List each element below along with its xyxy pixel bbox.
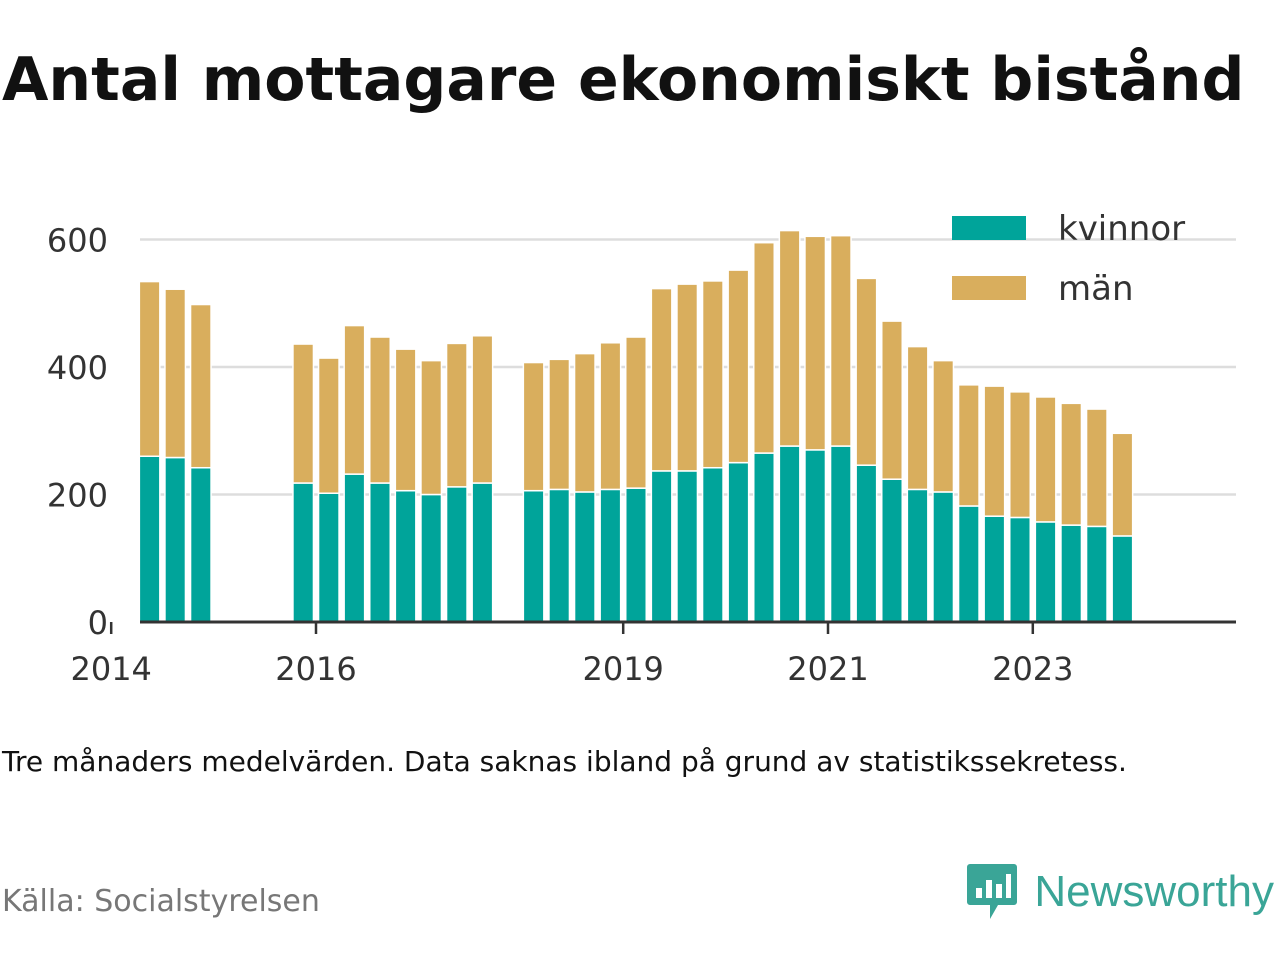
y-tick-label: 0 xyxy=(88,604,108,642)
bar-man-2022-04 xyxy=(957,384,980,507)
bar-man-2018-07 xyxy=(573,352,596,493)
y-tick-label: 200 xyxy=(47,477,108,515)
bar-man-2018-01 xyxy=(522,361,545,492)
source-label: Källa: Socialstyrelsen xyxy=(2,884,320,919)
bar-kvinnor-2019-07 xyxy=(676,470,699,623)
bar-kvinnor-2019-01 xyxy=(625,487,647,623)
bar-kvinnor-2022-10 xyxy=(1009,516,1031,623)
bar-man-2021-04 xyxy=(855,277,878,466)
bar-man-2015-10 xyxy=(292,343,315,484)
bar-man-2023-01 xyxy=(1034,396,1057,523)
bar-kvinnor-2022-01 xyxy=(932,491,955,623)
bar-kvinnor-2014-10 xyxy=(189,466,212,623)
stacked-bar-chart: 0 200 400 600 2014 2016 2019 2021 2023 kvinnor m… xyxy=(47,209,1236,688)
bar-man-2020-10 xyxy=(804,235,827,451)
bar-kvinnor-2017-01 xyxy=(420,493,443,623)
bar-man-2023-07 xyxy=(1085,408,1108,528)
bar-kvinnor-2018-07 xyxy=(573,491,596,623)
bar-kvinnor-2018-01 xyxy=(522,489,545,623)
bar-kvinnor-2021-01 xyxy=(829,445,852,623)
bar-man-2021-07 xyxy=(881,320,903,480)
bar-man-2022-01 xyxy=(932,359,955,493)
x-tick-label: 2019 xyxy=(582,650,663,688)
bar-man-2016-07 xyxy=(369,336,391,484)
bar-kvinnor-2021-10 xyxy=(906,488,929,623)
bar-kvinnor-2016-04 xyxy=(343,473,366,623)
chart-title: Antal mottagare ekonomiskt bistånd xyxy=(2,45,1245,115)
bar-man-2023-04 xyxy=(1060,402,1083,526)
bar-kvinnor-2016-01 xyxy=(317,492,340,623)
bar-kvinnor-2021-04 xyxy=(855,464,878,623)
bar-kvinnor-2014-04 xyxy=(138,455,161,623)
bar-kvinnor-2023-01 xyxy=(1034,521,1057,623)
newsworthy-logo-icon xyxy=(967,864,1018,919)
x-axis: 2014 2016 2019 2021 2023 xyxy=(70,620,1236,688)
bar-man-2021-10 xyxy=(906,345,929,491)
bar-kvinnor-2020-04 xyxy=(753,452,775,623)
bar-man-2017-01 xyxy=(420,359,443,496)
x-tick-label: 2016 xyxy=(275,650,356,688)
bar-kvinnor-2015-10 xyxy=(292,482,315,623)
bar-man-2014-10 xyxy=(189,303,212,469)
y-axis-ticks: 0 200 400 600 xyxy=(47,222,108,643)
bar-kvinnor-2014-07 xyxy=(164,456,187,623)
bar-kvinnor-2023-10 xyxy=(1111,535,1134,623)
bar-man-2019-01 xyxy=(625,336,647,489)
bar-man-2014-07 xyxy=(164,288,187,459)
bar-kvinnor-2021-07 xyxy=(881,478,903,623)
bar-man-2023-10 xyxy=(1111,432,1134,537)
x-tick-label: 2014 xyxy=(70,650,151,688)
bar-kvinnor-2022-04 xyxy=(957,505,980,623)
bar-man-2018-04 xyxy=(548,358,571,491)
bar-kvinnor-2017-04 xyxy=(445,486,468,623)
legend-swatch-man xyxy=(952,276,1026,300)
bar-kvinnor-2023-04 xyxy=(1060,524,1083,623)
brand: Newsworthy xyxy=(966,862,1274,922)
bar-kvinnor-2017-07 xyxy=(471,482,494,623)
bar-man-2019-07 xyxy=(676,283,699,472)
bar-man-2016-10 xyxy=(394,348,417,492)
bar-man-2020-07 xyxy=(778,229,801,447)
bar-man-2019-10 xyxy=(701,280,724,469)
bar-kvinnor-2018-10 xyxy=(599,488,622,623)
bar-man-2020-01 xyxy=(727,269,750,464)
y-tick-label: 600 xyxy=(47,222,108,260)
bar-kvinnor-2023-07 xyxy=(1085,525,1108,623)
legend: kvinnor män xyxy=(952,209,1185,309)
x-tick-label: 2021 xyxy=(787,650,868,688)
bar-kvinnor-2019-10 xyxy=(701,466,724,623)
bar-kvinnor-2018-04 xyxy=(548,488,571,623)
bar-man-2022-10 xyxy=(1009,391,1031,519)
legend-swatch-kvinnor xyxy=(952,216,1026,240)
brand-name: Newsworthy xyxy=(1034,867,1274,916)
chart-note: Tre månaders medelvärden. Data saknas ib… xyxy=(2,745,1127,778)
bar-man-2022-07 xyxy=(983,385,1006,517)
bar-man-2016-01 xyxy=(317,357,340,494)
x-tick-label: 2023 xyxy=(992,650,1073,688)
bar-man-2017-07 xyxy=(471,335,494,484)
bar-man-2016-04 xyxy=(343,324,366,475)
legend-label: män xyxy=(1058,269,1134,309)
legend-label: kvinnor xyxy=(1058,209,1185,249)
bar-man-2019-04 xyxy=(650,287,673,472)
bar-man-2021-01 xyxy=(829,234,852,447)
bar-kvinnor-2022-07 xyxy=(983,515,1006,623)
y-tick-label: 400 xyxy=(47,349,108,387)
bar-man-2020-04 xyxy=(753,241,775,454)
bar-kvinnor-2016-10 xyxy=(394,489,417,623)
bar-kvinnor-2020-10 xyxy=(804,449,827,623)
bar-kvinnor-2019-04 xyxy=(650,470,673,623)
bar-man-2017-04 xyxy=(445,342,468,488)
bar-man-2014-04 xyxy=(138,280,161,457)
bar-kvinnor-2016-07 xyxy=(369,482,391,623)
bar-kvinnor-2020-01 xyxy=(727,461,750,623)
bar-kvinnor-2020-07 xyxy=(778,445,801,623)
bar-man-2018-10 xyxy=(599,342,622,491)
